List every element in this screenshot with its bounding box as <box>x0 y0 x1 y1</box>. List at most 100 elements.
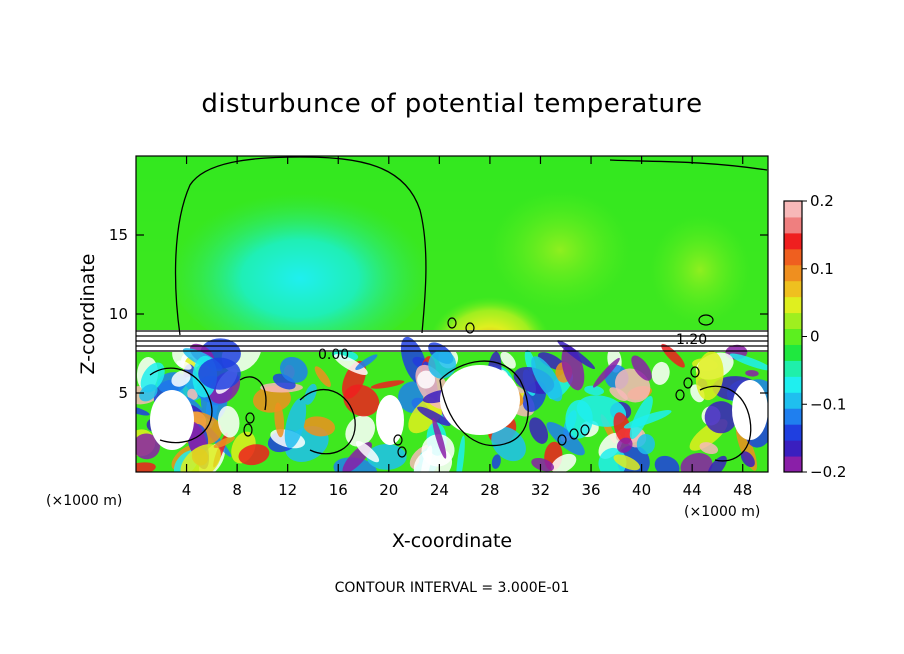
x-tick-label: 24 <box>430 481 449 499</box>
turbulence-patch <box>613 412 632 445</box>
colorbar-swatch <box>784 312 802 330</box>
white-core <box>150 390 194 450</box>
x-tick-label: 20 <box>379 481 398 499</box>
chart-title: disturbunce of potential temperature <box>201 89 702 119</box>
y-tick-label: 5 <box>118 384 128 402</box>
colorbar-swatch <box>784 408 802 425</box>
light-green-anomaly <box>490 190 630 310</box>
turbulence-patch <box>491 454 501 469</box>
turbulence-patch <box>420 445 433 472</box>
x-tick-label: 8 <box>232 481 242 499</box>
white-core <box>376 395 404 445</box>
turbulence-patch <box>529 417 549 444</box>
turbulence-patch <box>491 426 526 462</box>
turbulence-patch <box>171 370 191 387</box>
colorbar-swatch <box>784 248 802 266</box>
colorbar-swatch <box>784 201 802 218</box>
turbulence-patch <box>592 357 620 388</box>
turbulence-patch <box>304 383 317 405</box>
contour-label-high: 1.20 <box>676 332 707 348</box>
turbulence-patch <box>740 451 755 468</box>
turbulence-patch <box>417 370 436 389</box>
turbulence-patch <box>456 435 465 472</box>
turbulence-patch <box>136 433 160 460</box>
x-tick-label: 36 <box>581 481 600 499</box>
turbulence-patch <box>500 351 516 369</box>
turbulence-patch <box>198 357 241 390</box>
turbulence-patch <box>531 356 563 402</box>
turbulence-patch <box>629 396 653 439</box>
x-tick-label: 32 <box>531 481 550 499</box>
colorbar-swatch <box>784 456 802 473</box>
turbulence-patch <box>695 351 724 401</box>
turbulence-patch <box>729 353 768 371</box>
colorbar-swatch <box>784 424 802 441</box>
turbulence-patch <box>136 462 156 472</box>
turbulence-patch <box>333 457 377 472</box>
white-core <box>440 365 520 435</box>
turbulence-patch <box>284 397 307 449</box>
turbulence-patch <box>176 360 192 370</box>
turbulence-patch <box>531 457 555 472</box>
turbulence-patch <box>428 350 457 379</box>
light-green-anomaly-2 <box>650 215 750 325</box>
x-tick-label: 16 <box>329 481 348 499</box>
turbulence-patch <box>303 416 336 437</box>
turbulence-patch <box>616 437 633 453</box>
x-axis: 4 8 12 16 20 24 28 32 36 40 44 48 <box>182 156 752 499</box>
turbulence-patch <box>609 387 628 401</box>
turbulence-patch <box>557 340 595 370</box>
x-tick-label: 48 <box>733 481 752 499</box>
turbulence-patch <box>370 380 405 389</box>
turbulence-patch <box>366 444 407 470</box>
colorbar-swatch <box>784 296 802 314</box>
heatmap-field <box>136 156 768 472</box>
colorbar-swatch <box>784 376 802 393</box>
turbulence-patch <box>252 385 291 413</box>
turbulence-patch <box>333 354 368 376</box>
colorbar-tick-label: −0.2 <box>810 463 846 481</box>
x-unit-label: (×1000 m) <box>46 493 122 509</box>
colorbar-tick-label: 0 <box>810 328 820 346</box>
y-axis-label: Z-coordinate <box>77 254 99 375</box>
colorbar-swatch <box>784 216 802 234</box>
turbulence-patch <box>704 401 738 434</box>
turbulence-patch <box>432 417 447 459</box>
lower-layer <box>136 332 768 472</box>
turbulence-patch <box>343 384 380 417</box>
colorbar-swatch <box>784 440 802 457</box>
x-tick-label: 40 <box>632 481 651 499</box>
turbulence-patch <box>699 442 719 455</box>
colorbar-swatch <box>784 360 802 377</box>
turbulence-patch <box>213 436 235 448</box>
turbulence-patch <box>551 453 577 472</box>
turbulence-patch <box>636 433 655 455</box>
contour-interval-note: CONTOUR INTERVAL = 3.000E-01 <box>335 580 570 596</box>
z-unit-label: (×1000 m) <box>684 504 760 520</box>
contour-ovals <box>243 314 714 458</box>
x-tick-label: 12 <box>278 481 297 499</box>
x-tick-label: 44 <box>683 481 702 499</box>
contour-lines <box>136 156 768 462</box>
turbulence-patch <box>631 355 652 381</box>
turbulence-patch <box>680 453 713 472</box>
colorbar-tick-label: 0.2 <box>810 192 834 210</box>
turbulence-patch <box>584 385 605 396</box>
turbulence-patch <box>279 356 308 383</box>
y-tick-label: 15 <box>109 226 128 244</box>
colorbar-swatch <box>784 232 802 250</box>
colorbar-swatch <box>784 280 802 298</box>
colorbar-swatch <box>784 392 802 409</box>
colorbar-swatch <box>784 264 802 282</box>
x-axis-label: X-coordinate <box>392 530 512 552</box>
turbulence-patch <box>651 361 670 385</box>
turbulence-patch <box>274 402 285 438</box>
contour-label-zero: 0.00 <box>318 347 349 363</box>
turbulence-patch <box>314 366 331 388</box>
turbulence-patch <box>355 440 380 463</box>
white-core <box>732 380 768 440</box>
turbulence-patch <box>355 354 378 370</box>
colorbar-tick-label: 0.1 <box>810 260 834 278</box>
colorbar: 0.2 0.1 0 −0.1 −0.2 <box>783 192 846 481</box>
